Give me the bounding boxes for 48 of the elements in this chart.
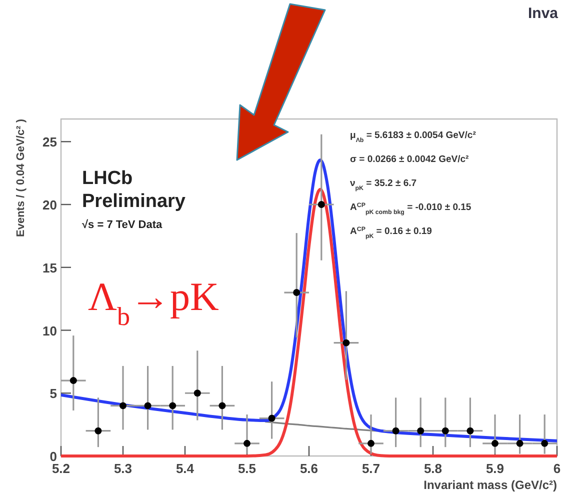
annotation: ν$_{pK}$ = 35.2 ± 6.7 — [350, 178, 417, 192]
x-axis-title: Invariant mass (GeV/c²) — [424, 478, 557, 492]
point — [442, 427, 449, 434]
point — [342, 339, 350, 346]
y-tick-label: 15 — [42, 260, 57, 276]
line-series — [264, 420, 378, 432]
point — [392, 427, 400, 434]
point — [368, 440, 374, 447]
point — [293, 289, 300, 296]
text: Inva — [528, 5, 559, 22]
point — [268, 414, 276, 422]
x-tick-label: 5.6 — [300, 461, 318, 476]
point — [120, 402, 126, 410]
annotation: σ = 0.0266 ± 0.0042 GeV/c² — [350, 154, 469, 165]
x-tick-label: 5.8 — [424, 461, 442, 476]
x-tick-label: 5.7 — [362, 461, 380, 476]
point — [417, 427, 424, 434]
point — [492, 440, 498, 447]
annotation: A$^{CP}$$_{pK}$ = 0.16 ± 0.19 — [350, 226, 432, 240]
x-tick-label: 6 — [553, 461, 561, 476]
y-tick-label: 20 — [42, 198, 57, 213]
x-tick-label: 5.5 — [238, 461, 256, 476]
y-axis-title: Events / ( 0.04 GeV/c² ) — [15, 118, 27, 237]
point — [516, 440, 524, 447]
point — [144, 402, 152, 410]
x-tick-label: 5.9 — [486, 461, 504, 476]
annotation: Λ$_{b}$→pK — [88, 274, 220, 330]
y-tick-label: 25 — [42, 134, 57, 150]
y-tick-label: 10 — [42, 323, 57, 338]
y-tick-label: 5 — [50, 386, 57, 402]
point — [244, 440, 250, 447]
point — [194, 390, 201, 397]
x-tick-label: 5.3 — [114, 461, 132, 476]
point — [541, 440, 548, 447]
point — [218, 402, 226, 410]
annotation: √s = 7 TeV Data — [82, 219, 164, 231]
point — [94, 427, 102, 434]
annotation: A$^{CP}$$_{pK comb bkg}$ = -0.010 ± 0.15 — [350, 202, 472, 216]
x-tick-label: 5.2 — [52, 461, 70, 476]
annotation: μ$_{Λb}$ = 5.6183 ± 0.0054 GeV/c² — [350, 130, 476, 144]
point — [70, 377, 77, 384]
point — [318, 201, 325, 208]
point — [169, 402, 176, 410]
annotation: Preliminary — [82, 191, 186, 212]
point — [466, 427, 474, 434]
annotation: LHCb — [82, 168, 133, 189]
y-tick-label: 0 — [50, 449, 57, 464]
x-tick-label: 5.4 — [176, 461, 195, 476]
